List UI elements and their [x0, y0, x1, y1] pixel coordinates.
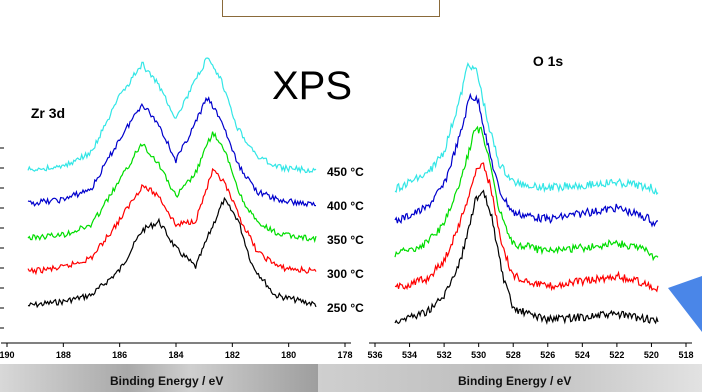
series-label: 350 °C	[327, 233, 364, 247]
zr-series-line	[27, 196, 317, 309]
zr-panel-label: Zr 3d	[31, 105, 65, 121]
zr3d-panel: 190 188 186 184 182 180 178 Zr 3d 250 °C 300 °C 35…	[0, 57, 364, 360]
o1s-x-tick-label: 530	[471, 350, 486, 360]
o1s-x-tick-label: 526	[540, 350, 555, 360]
zr-series-line	[27, 96, 317, 208]
o1s-x-tick-label: 532	[437, 350, 452, 360]
zr-series-line	[27, 57, 317, 174]
zr-x-tick-label: 178	[337, 350, 352, 360]
o1s-x-tick-label: 534	[402, 350, 417, 360]
zr-series-line	[27, 167, 317, 276]
zr-x-tick-label: 186	[112, 350, 127, 360]
zr-x-tick-label: 180	[281, 350, 296, 360]
o1s-x-tick-label: 528	[506, 350, 521, 360]
series-label: 450 °C	[327, 165, 364, 179]
top-frame	[222, 0, 440, 17]
o1s-x-tick-label: 520	[644, 350, 659, 360]
arrow-decoration	[668, 276, 702, 332]
x-axis-label-right: Binding Energy / eV	[458, 374, 572, 388]
x-axis-label-left: Binding Energy / eV	[110, 374, 224, 388]
o1s-series-line	[394, 189, 659, 326]
o1s-x-tick-label: 524	[575, 350, 590, 360]
zr-x-tick-label: 184	[168, 350, 183, 360]
o1s-panel-label: O 1s	[533, 53, 564, 69]
series-label: 400 °C	[327, 199, 364, 213]
o1s-series-line	[394, 162, 659, 293]
main-title: XPS	[272, 64, 352, 108]
zr-x-tick-label: 188	[56, 350, 71, 360]
series-label: 300 °C	[327, 267, 364, 281]
o1s-x-tick-label: 518	[678, 350, 693, 360]
o1s-series-line	[394, 125, 659, 262]
bottom-image-strip-right	[318, 364, 702, 392]
zr-x-tick-label: 190	[0, 350, 15, 360]
zr-x-tick-label: 182	[225, 350, 240, 360]
o1s-x-tick-label: 522	[609, 350, 624, 360]
o1s-x-tick-label: 536	[367, 350, 382, 360]
o1s-panel: 536 534 532 530 528 526 524 522 520 518 O 1s	[367, 53, 693, 360]
series-label: 250 °C	[327, 301, 364, 315]
zr-series-line	[27, 131, 317, 244]
bottom-image-strip-left	[0, 364, 318, 392]
o1s-series-line	[394, 92, 659, 228]
o1s-series-line	[394, 62, 659, 196]
